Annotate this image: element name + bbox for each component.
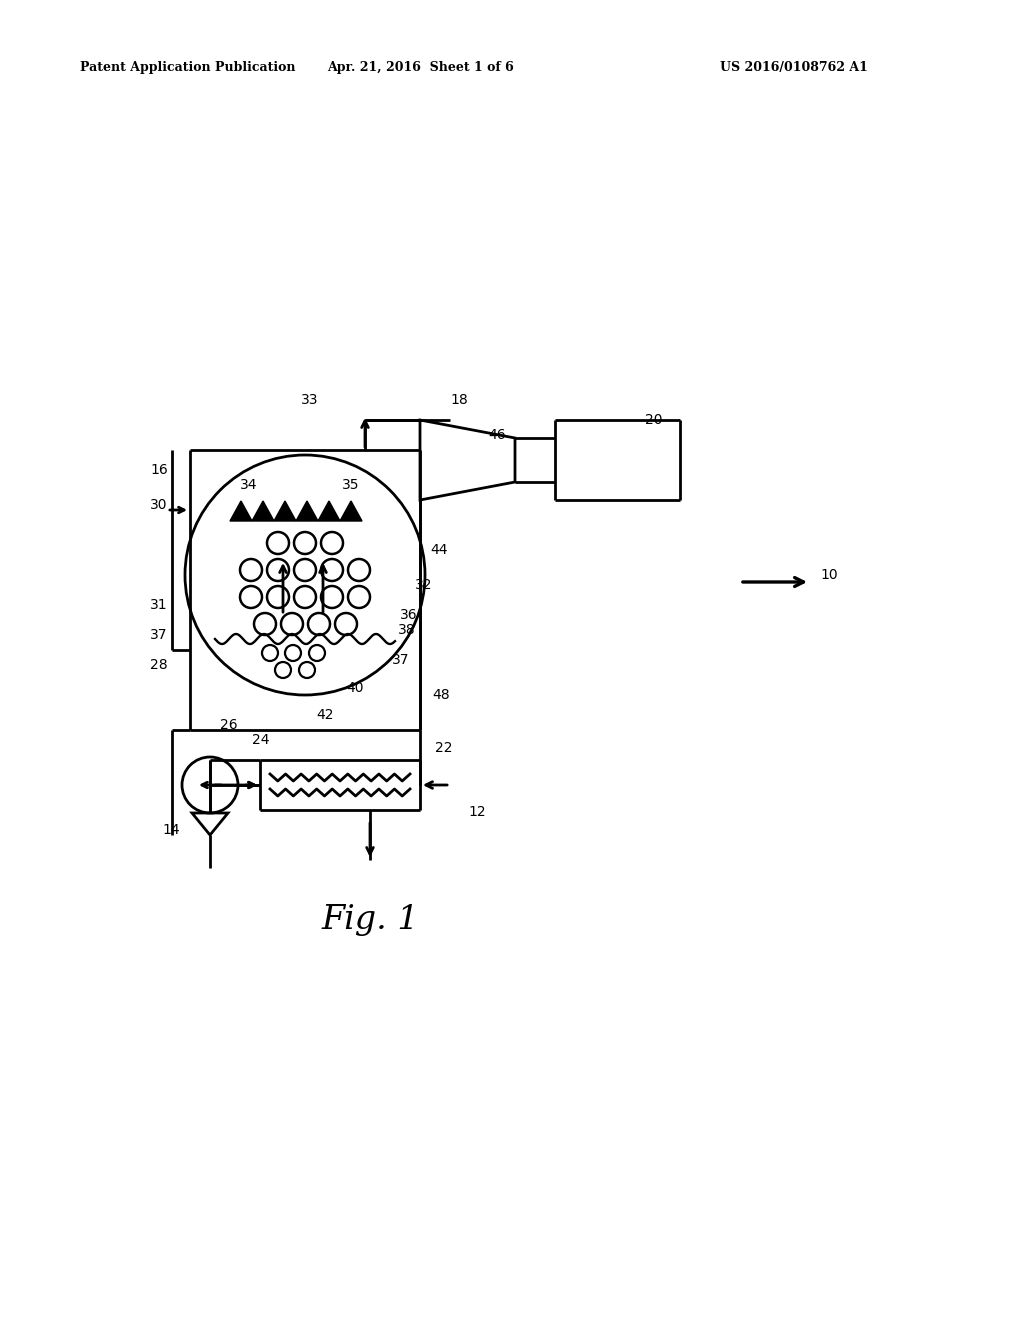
Text: 32: 32 <box>415 578 432 591</box>
Text: Fig. 1: Fig. 1 <box>322 904 419 936</box>
Text: 30: 30 <box>150 498 168 512</box>
Text: 10: 10 <box>820 568 838 582</box>
Text: 31: 31 <box>150 598 168 612</box>
Text: 34: 34 <box>240 478 257 492</box>
Text: 28: 28 <box>150 657 168 672</box>
Polygon shape <box>252 502 274 521</box>
Text: 37: 37 <box>392 653 410 667</box>
Text: 20: 20 <box>645 413 663 426</box>
Text: 40: 40 <box>346 681 364 696</box>
Text: 24: 24 <box>252 733 269 747</box>
Text: 22: 22 <box>435 741 453 755</box>
Text: 36: 36 <box>400 609 418 622</box>
Text: 38: 38 <box>398 623 416 638</box>
Text: 26: 26 <box>220 718 238 733</box>
Text: 16: 16 <box>150 463 168 477</box>
Text: Apr. 21, 2016  Sheet 1 of 6: Apr. 21, 2016 Sheet 1 of 6 <box>327 62 513 74</box>
Polygon shape <box>274 502 296 521</box>
Text: 44: 44 <box>430 543 447 557</box>
Text: 46: 46 <box>488 428 506 442</box>
Text: 18: 18 <box>450 393 468 407</box>
Text: 12: 12 <box>468 805 485 818</box>
Text: 33: 33 <box>301 393 318 407</box>
Text: 14: 14 <box>162 822 179 837</box>
Polygon shape <box>318 502 340 521</box>
Text: 35: 35 <box>342 478 359 492</box>
Polygon shape <box>296 502 318 521</box>
Text: US 2016/0108762 A1: US 2016/0108762 A1 <box>720 62 868 74</box>
Text: 42: 42 <box>316 708 334 722</box>
Polygon shape <box>230 502 252 521</box>
Text: 37: 37 <box>150 628 168 642</box>
Text: 48: 48 <box>432 688 450 702</box>
Polygon shape <box>340 502 362 521</box>
Text: Patent Application Publication: Patent Application Publication <box>80 62 296 74</box>
